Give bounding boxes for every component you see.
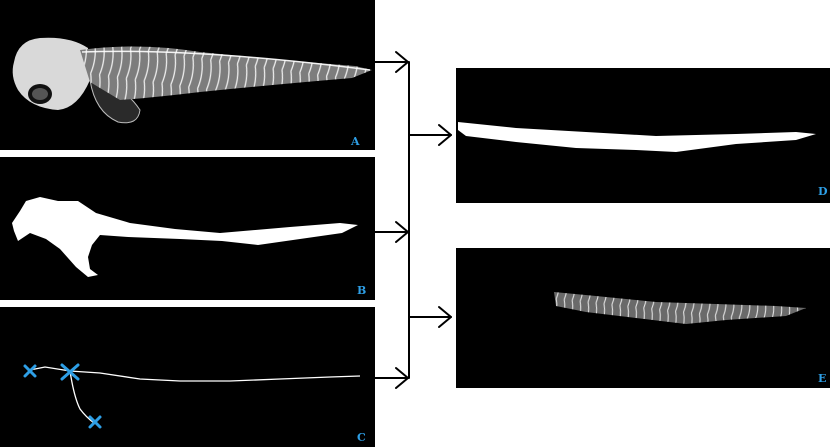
whole-body-mask xyxy=(12,197,358,277)
endpoint-marker-bottom xyxy=(88,415,102,429)
arrow-from-b xyxy=(374,221,409,243)
larva-fluorescence-image xyxy=(12,37,372,124)
panel-c: C xyxy=(0,307,375,447)
panel-label-a: A xyxy=(351,135,360,148)
skeleton-image xyxy=(23,363,361,429)
endpoint-marker-left xyxy=(23,364,37,378)
branch-point-marker xyxy=(60,363,80,381)
panel-label-e: E xyxy=(818,372,827,385)
panel-a: A xyxy=(0,0,375,150)
arrow-to-e xyxy=(408,306,452,328)
arrow-from-a xyxy=(374,51,409,73)
panel-label-c: C xyxy=(357,431,366,444)
panel-e: E xyxy=(456,248,830,388)
tail-fluorescence-image xyxy=(554,292,806,324)
tail-mask xyxy=(458,122,816,152)
panel-label-d: D xyxy=(818,185,828,198)
arrow-from-c xyxy=(374,367,409,389)
arrow-to-d xyxy=(408,124,452,146)
panel-label-b: B xyxy=(357,284,367,297)
panel-b: B xyxy=(0,157,375,300)
panel-d: D xyxy=(456,68,830,203)
